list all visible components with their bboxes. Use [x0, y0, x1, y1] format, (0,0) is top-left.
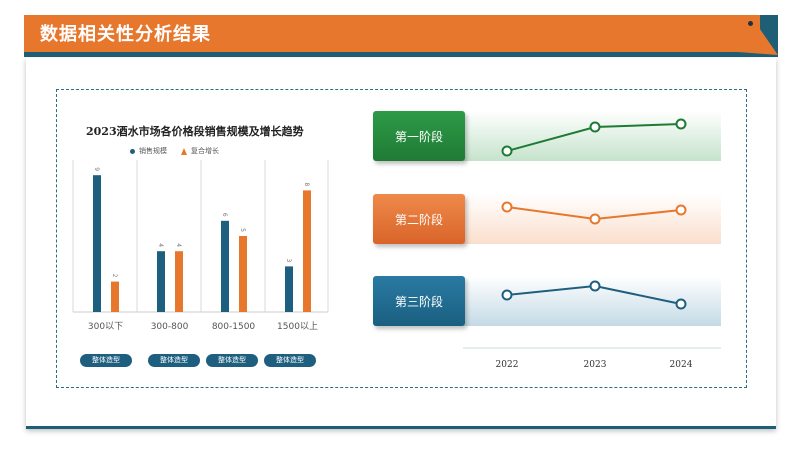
style-pill[interactable]: 整体造型 — [148, 354, 200, 367]
year-label: 2023 — [583, 360, 607, 370]
bar-value-label: 4 — [175, 243, 182, 247]
bar-sales — [157, 251, 165, 312]
style-pill[interactable]: 整体造型 — [206, 354, 258, 367]
bar-value-label: 9 — [93, 167, 100, 171]
page-title: 数据相关性分析结果 — [40, 24, 211, 45]
stage-label-box: 第三阶段 — [373, 276, 465, 326]
legend-label-growth: 复合增长 — [191, 147, 219, 155]
bar-growth — [303, 190, 311, 312]
bar-value-label: 6 — [221, 213, 228, 217]
stage-point — [675, 204, 687, 216]
category-label: 1500以上 — [277, 321, 318, 332]
stage-point — [589, 280, 601, 292]
bar-sales — [93, 175, 101, 312]
stage-point — [675, 118, 687, 130]
header-dot — [748, 21, 753, 26]
year-label: 2024 — [669, 360, 693, 370]
bar-growth — [175, 251, 183, 312]
header-bar — [24, 15, 760, 52]
year-label: 2022 — [495, 360, 519, 370]
bar-chart-title: 2023酒水市场各价格段销售规模及增长趋势 — [86, 125, 304, 138]
category-label: 800-1500 — [212, 322, 256, 332]
dashed-frame — [56, 89, 747, 388]
bar-value-label: 5 — [239, 228, 246, 232]
style-pill[interactable]: 整体造型 — [264, 354, 316, 367]
stage-point — [589, 121, 601, 133]
legend-item-growth: 复合增长 — [181, 146, 219, 156]
stage-label-box: 第一阶段 — [373, 111, 465, 161]
stage-point — [675, 298, 687, 310]
category-label: 300以下 — [88, 322, 123, 332]
bar-value-label: 8 — [303, 182, 310, 186]
category-label: 300-800 — [151, 322, 189, 332]
stage-point — [501, 289, 513, 301]
legend-flame-icon — [181, 147, 187, 155]
stage-point — [501, 201, 513, 213]
stage-label-box: 第二阶段 — [373, 194, 465, 244]
bar-sales — [221, 220, 229, 312]
bar-growth — [111, 281, 119, 312]
legend-label-sales: 销售规模 — [139, 147, 167, 155]
bar-value-label: 2 — [111, 274, 118, 278]
bar-value-label: 4 — [157, 243, 164, 247]
stage-point — [589, 213, 601, 225]
legend-dot-icon — [130, 148, 135, 154]
style-pill[interactable]: 整体造型 — [80, 354, 132, 367]
bar-value-label: 3 — [285, 258, 292, 262]
bar-growth — [239, 236, 247, 312]
bar-sales — [285, 266, 293, 312]
stage-point — [501, 145, 513, 157]
legend-item-sales: 销售规模 — [130, 146, 167, 156]
bar-chart-legend: 销售规模 复合增长 — [130, 146, 219, 156]
